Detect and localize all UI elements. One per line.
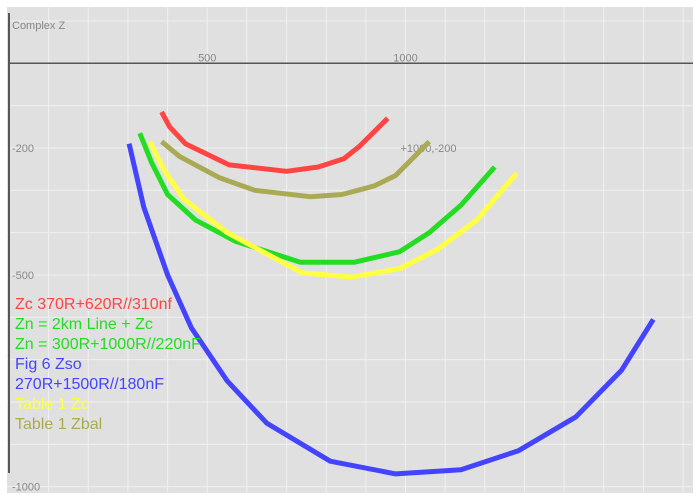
plot-background	[7, 7, 693, 493]
x-tick-label: 1000	[393, 52, 417, 64]
series-line-4	[126, 143, 656, 477]
series-line-2	[137, 132, 497, 265]
y-tick-label: -1000	[12, 482, 40, 494]
legend-entry: Table 1 Zc	[15, 396, 89, 413]
legend-entry: Zc 370R+620R//310nf	[15, 296, 173, 313]
series-line-1	[159, 110, 390, 174]
legend-entry: Fig 6 Zso	[15, 356, 82, 373]
y-tick-label: -200	[12, 143, 34, 155]
legend: Zc 370R+620R//310nf Zn = 2km Line + Zc Zn …	[15, 296, 201, 433]
series-layer	[126, 110, 656, 477]
series-line-5	[160, 139, 432, 200]
chart-title: Complex Z	[12, 20, 65, 32]
axis-layer: Complex Z 500 1000 -200 -500 -1000 +1000,-200	[7, 13, 693, 494]
grid-layer	[7, 7, 693, 493]
point-annotation: +1000,-200	[401, 143, 457, 155]
x-tick-label: 500	[198, 52, 216, 64]
legend-entry: Zn = 300R+1000R//220nF	[15, 336, 201, 353]
legend-entry: 270R+1500R//180nF	[15, 376, 164, 393]
y-tick-label: -500	[12, 270, 34, 282]
legend-entry: Table 1 Zbal	[15, 416, 102, 433]
series-line-3	[147, 140, 519, 280]
legend-entry: Zn = 2km Line + Zc	[15, 316, 153, 333]
